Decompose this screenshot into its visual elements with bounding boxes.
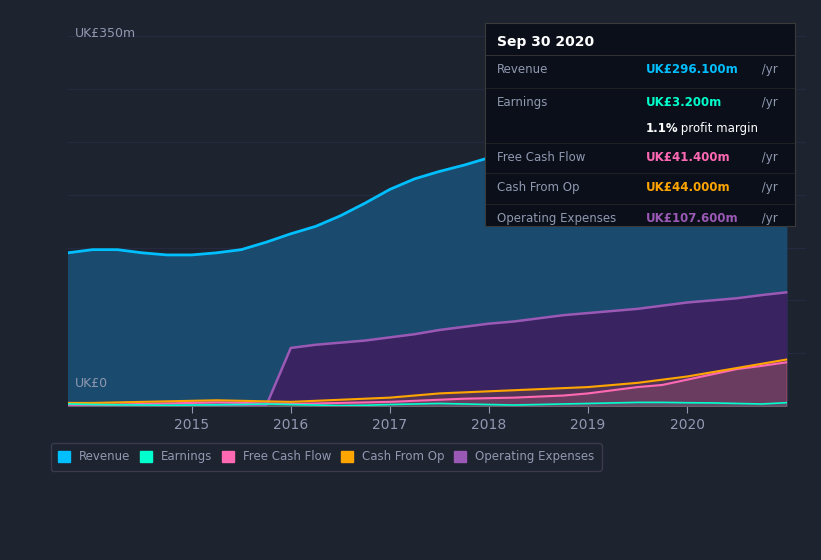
Legend: Revenue, Earnings, Free Cash Flow, Cash From Op, Operating Expenses: Revenue, Earnings, Free Cash Flow, Cash …	[51, 444, 602, 470]
Text: UK£350m: UK£350m	[76, 27, 136, 40]
Text: UK£0: UK£0	[76, 377, 108, 390]
